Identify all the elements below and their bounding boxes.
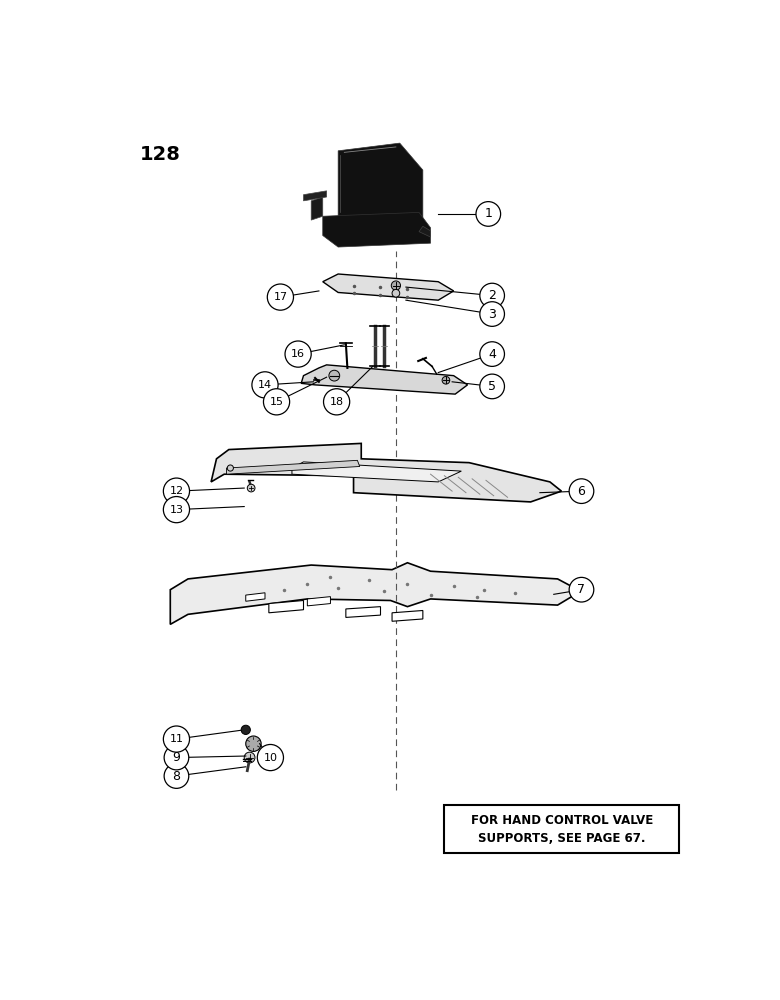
Text: 9: 9 xyxy=(172,751,180,764)
Polygon shape xyxy=(392,610,423,621)
Text: 13: 13 xyxy=(169,505,183,515)
Circle shape xyxy=(246,736,261,751)
Text: 7: 7 xyxy=(577,583,586,596)
Circle shape xyxy=(241,725,250,734)
Polygon shape xyxy=(323,274,454,300)
Text: 15: 15 xyxy=(270,397,284,407)
Polygon shape xyxy=(269,600,303,613)
Polygon shape xyxy=(419,226,431,237)
Text: 16: 16 xyxy=(291,349,305,359)
Polygon shape xyxy=(246,593,265,601)
Circle shape xyxy=(480,342,505,366)
Text: 4: 4 xyxy=(488,348,496,361)
Circle shape xyxy=(163,478,190,504)
Circle shape xyxy=(227,465,233,471)
Circle shape xyxy=(480,374,505,399)
Circle shape xyxy=(442,376,450,384)
Text: 128: 128 xyxy=(140,145,180,164)
Text: 8: 8 xyxy=(172,770,180,783)
Polygon shape xyxy=(323,212,431,247)
Polygon shape xyxy=(301,365,467,394)
Bar xyxy=(445,805,679,853)
Polygon shape xyxy=(307,597,331,606)
Text: 2: 2 xyxy=(488,289,496,302)
Polygon shape xyxy=(311,197,323,220)
Text: 18: 18 xyxy=(329,397,344,407)
Circle shape xyxy=(285,341,311,367)
Circle shape xyxy=(268,284,293,310)
Polygon shape xyxy=(226,460,360,474)
Circle shape xyxy=(247,484,255,492)
Text: 17: 17 xyxy=(273,292,288,302)
Text: 14: 14 xyxy=(258,380,272,390)
Text: 5: 5 xyxy=(488,380,496,393)
Circle shape xyxy=(163,497,190,523)
Circle shape xyxy=(244,752,255,763)
Circle shape xyxy=(569,479,594,503)
Polygon shape xyxy=(292,462,461,482)
Polygon shape xyxy=(346,607,381,617)
Text: 3: 3 xyxy=(488,308,496,321)
Circle shape xyxy=(476,202,501,226)
Polygon shape xyxy=(170,563,580,624)
Circle shape xyxy=(164,764,189,788)
Circle shape xyxy=(163,726,190,752)
Circle shape xyxy=(569,577,594,602)
Text: 1: 1 xyxy=(484,207,492,220)
Circle shape xyxy=(324,389,349,415)
Circle shape xyxy=(480,283,505,308)
Polygon shape xyxy=(303,191,327,201)
Circle shape xyxy=(257,744,283,771)
Polygon shape xyxy=(211,443,562,502)
Circle shape xyxy=(252,372,278,398)
Circle shape xyxy=(329,370,339,381)
Text: 6: 6 xyxy=(577,485,586,498)
Text: FOR HAND CONTROL VALVE
SUPPORTS, SEE PAGE 67.: FOR HAND CONTROL VALVE SUPPORTS, SEE PAG… xyxy=(470,814,653,845)
Circle shape xyxy=(392,289,399,297)
Text: 11: 11 xyxy=(169,734,183,744)
Text: 10: 10 xyxy=(264,753,278,763)
Polygon shape xyxy=(339,143,423,235)
Circle shape xyxy=(264,389,289,415)
Circle shape xyxy=(392,281,400,290)
Circle shape xyxy=(480,302,505,326)
Text: 12: 12 xyxy=(169,486,183,496)
Circle shape xyxy=(164,745,189,770)
